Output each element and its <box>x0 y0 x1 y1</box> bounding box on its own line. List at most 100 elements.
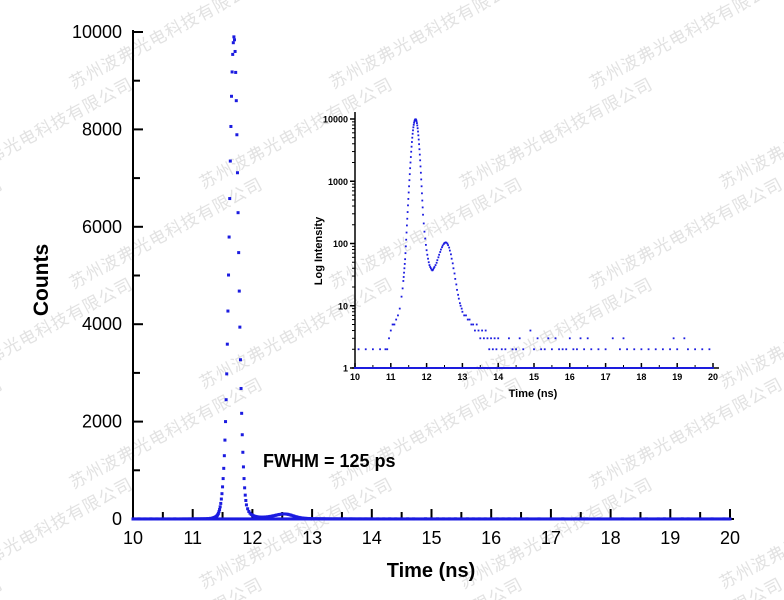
data-point <box>698 517 702 521</box>
data-point <box>218 505 222 509</box>
data-point <box>551 348 553 351</box>
data-point <box>452 267 455 270</box>
data-point <box>234 70 238 74</box>
data-point <box>428 264 431 266</box>
data-point <box>483 517 487 521</box>
data-point <box>225 342 229 346</box>
data-point <box>357 348 360 351</box>
data-point <box>686 517 690 521</box>
data-point <box>672 337 675 340</box>
data-point <box>429 267 432 270</box>
data-point <box>411 136 414 139</box>
data-point <box>447 517 451 521</box>
data-point <box>525 517 529 521</box>
data-point <box>384 348 387 351</box>
data-point <box>376 517 380 521</box>
main-x-tick-label: 11 <box>183 528 202 548</box>
data-point <box>316 517 320 521</box>
data-point <box>508 337 510 340</box>
data-point <box>609 517 613 521</box>
inset-x-tick-label: 19 <box>672 372 682 382</box>
data-point <box>460 307 463 310</box>
data-point <box>434 264 437 266</box>
data-point <box>274 513 278 517</box>
data-point <box>367 517 371 521</box>
data-point <box>409 167 412 170</box>
data-point <box>422 213 424 216</box>
data-point <box>543 348 546 351</box>
data-point <box>237 251 241 255</box>
data-point <box>209 516 213 520</box>
main-x-axis-title: Time (ns) <box>386 560 476 582</box>
data-point <box>540 348 543 351</box>
data-point <box>519 517 523 521</box>
data-point <box>408 173 411 176</box>
data-point <box>422 222 425 225</box>
data-point <box>161 517 165 521</box>
data-point <box>468 318 471 321</box>
data-point <box>403 267 406 270</box>
data-point <box>457 297 460 300</box>
data-point <box>224 398 228 402</box>
data-point <box>237 289 241 293</box>
data-point <box>310 517 314 521</box>
data-point <box>436 259 439 262</box>
data-point <box>488 348 491 351</box>
data-point <box>632 517 636 521</box>
data-point <box>712 367 714 369</box>
inset-x-tick-label: 15 <box>529 372 539 382</box>
data-point <box>388 337 390 340</box>
data-point <box>501 517 505 521</box>
data-point <box>427 257 429 260</box>
data-point <box>155 517 159 521</box>
data-point <box>217 510 221 514</box>
data-point <box>497 337 500 340</box>
data-point <box>451 262 454 265</box>
data-point <box>389 329 392 332</box>
data-point <box>230 94 234 98</box>
data-point <box>484 329 487 332</box>
data-point <box>511 348 514 351</box>
data-point <box>238 358 242 362</box>
data-point <box>221 485 225 489</box>
data-point <box>416 127 419 130</box>
data-point <box>424 237 427 240</box>
data-point <box>280 512 284 516</box>
data-point <box>465 314 467 317</box>
data-point <box>283 512 287 516</box>
data-point <box>437 256 440 259</box>
data-point <box>391 323 394 326</box>
data-point <box>404 252 407 255</box>
data-point <box>654 348 657 351</box>
data-point <box>206 517 210 521</box>
inset-x-tick-label: 18 <box>636 372 646 382</box>
data-point <box>372 348 374 351</box>
data-point <box>403 271 405 274</box>
data-point <box>407 191 410 194</box>
data-point <box>710 517 714 521</box>
data-point <box>354 367 356 369</box>
data-point <box>611 337 614 340</box>
data-point <box>533 348 535 351</box>
data-point <box>450 257 453 260</box>
data-point <box>495 517 499 521</box>
data-point <box>307 517 311 521</box>
data-point <box>450 253 452 256</box>
data-point <box>424 243 427 246</box>
inset-x-tick-label: 10 <box>350 372 360 382</box>
data-point <box>412 129 414 132</box>
data-point <box>585 517 589 521</box>
data-point <box>289 513 293 517</box>
data-point <box>466 318 469 321</box>
data-point <box>406 224 408 227</box>
main-x-tick-label: 14 <box>362 528 382 548</box>
data-point <box>465 517 469 521</box>
data-point <box>411 141 413 143</box>
data-point <box>446 242 449 245</box>
data-point <box>424 517 428 521</box>
data-point <box>417 138 420 141</box>
data-point <box>200 517 204 521</box>
data-point <box>647 348 650 351</box>
data-point <box>131 517 135 521</box>
data-point <box>482 337 485 340</box>
